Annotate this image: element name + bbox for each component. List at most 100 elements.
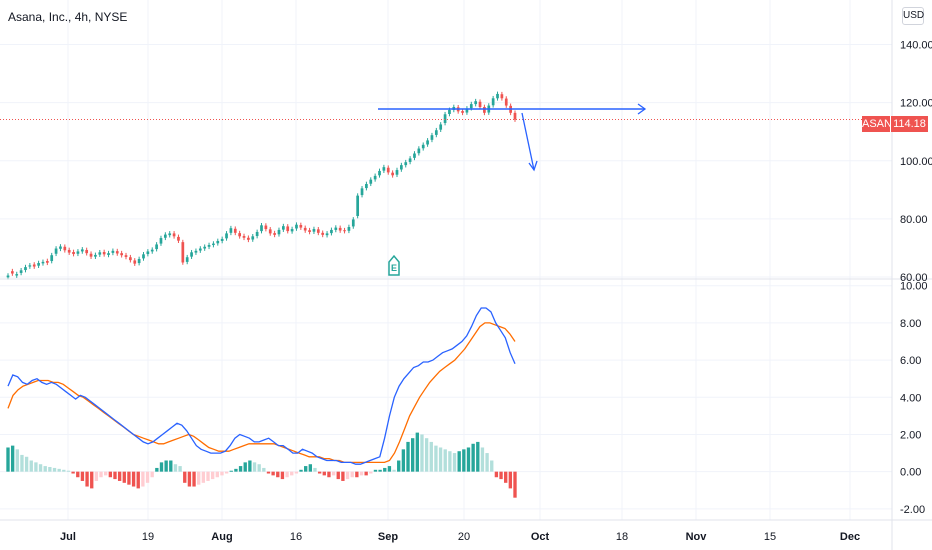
candle-body[interactable]: [247, 237, 250, 240]
candle-body[interactable]: [137, 258, 141, 264]
candle-body[interactable]: [260, 225, 263, 232]
candle-body[interactable]: [426, 140, 429, 145]
candle-body[interactable]: [41, 261, 45, 264]
histogram-bar[interactable]: [131, 471, 136, 487]
histogram-bar[interactable]: [364, 471, 368, 476]
candle-body[interactable]: [98, 252, 102, 255]
histogram-bar[interactable]: [10, 445, 15, 472]
projection-line[interactable]: [521, 112, 535, 171]
histogram-bar[interactable]: [248, 460, 252, 472]
candle-body[interactable]: [172, 233, 176, 237]
candle-body[interactable]: [54, 248, 58, 254]
histogram-bar[interactable]: [285, 471, 289, 478]
histogram-bar[interactable]: [99, 471, 103, 478]
candle-body[interactable]: [330, 229, 333, 234]
histogram-bar[interactable]: [294, 471, 299, 474]
candle-body[interactable]: [277, 229, 281, 235]
histogram-bar[interactable]: [234, 468, 238, 472]
candle-body[interactable]: [59, 246, 62, 249]
candle-body[interactable]: [469, 104, 473, 109]
histogram-bar[interactable]: [434, 445, 438, 472]
candle-body[interactable]: [216, 240, 220, 244]
histogram-bar[interactable]: [508, 471, 513, 489]
histogram-bar[interactable]: [276, 471, 280, 478]
histogram-bar[interactable]: [490, 460, 494, 472]
histogram-bar[interactable]: [341, 471, 345, 481]
histogram-bar[interactable]: [243, 462, 247, 472]
candle-body[interactable]: [386, 167, 390, 173]
histogram-bar[interactable]: [406, 441, 410, 472]
histogram-bar[interactable]: [136, 471, 140, 489]
candle-body[interactable]: [242, 236, 246, 238]
candle-body[interactable]: [32, 264, 36, 267]
candle-body[interactable]: [373, 175, 377, 180]
histogram-bar[interactable]: [38, 464, 43, 472]
candle-body[interactable]: [190, 252, 193, 257]
histogram-bar[interactable]: [20, 454, 24, 472]
candle-body[interactable]: [146, 251, 150, 255]
histogram-bar[interactable]: [257, 464, 261, 472]
histogram-bar[interactable]: [336, 471, 340, 480]
candle-body[interactable]: [76, 251, 80, 254]
histogram-bar[interactable]: [141, 471, 145, 487]
histogram-bar[interactable]: [504, 471, 508, 483]
histogram-bar[interactable]: [52, 467, 57, 472]
candle-body[interactable]: [421, 144, 425, 149]
histogram-bar[interactable]: [383, 467, 387, 472]
candle-body[interactable]: [295, 224, 298, 229]
histogram-bar[interactable]: [401, 449, 406, 472]
histogram-bar[interactable]: [462, 449, 466, 472]
candle-body[interactable]: [351, 219, 355, 227]
candle-body[interactable]: [321, 232, 325, 235]
histogram-bar[interactable]: [410, 438, 415, 472]
candle-body[interactable]: [94, 254, 97, 257]
candle-body[interactable]: [316, 229, 320, 233]
signal-line[interactable]: [7, 322, 516, 464]
candle-body[interactable]: [120, 253, 123, 256]
candle-body[interactable]: [15, 274, 19, 276]
histogram-bar[interactable]: [271, 471, 275, 476]
candle-body[interactable]: [203, 246, 207, 249]
candle-body[interactable]: [338, 227, 342, 231]
histogram-bar[interactable]: [127, 471, 131, 485]
histogram-bar[interactable]: [327, 471, 331, 478]
candle-body[interactable]: [430, 135, 434, 140]
histogram-bar[interactable]: [317, 471, 322, 474]
histogram-bar[interactable]: [476, 441, 480, 472]
histogram-bar[interactable]: [424, 438, 429, 472]
histogram-bar[interactable]: [252, 462, 257, 472]
candle-body[interactable]: [365, 184, 368, 189]
candle-body[interactable]: [325, 233, 329, 236]
histogram-bar[interactable]: [429, 441, 433, 472]
candle-body[interactable]: [347, 227, 351, 231]
histogram-bar[interactable]: [29, 460, 33, 472]
candle-body[interactable]: [28, 265, 32, 267]
candle-body[interactable]: [89, 253, 93, 257]
histogram-bar[interactable]: [229, 470, 233, 472]
candle-body[interactable]: [273, 233, 276, 235]
candle-body[interactable]: [163, 234, 167, 238]
price-pane[interactable]: E: [0, 91, 892, 280]
candle-body[interactable]: [504, 98, 508, 106]
candle-body[interactable]: [233, 228, 237, 233]
candle-body[interactable]: [400, 165, 403, 170]
histogram-bar[interactable]: [220, 471, 224, 476]
candle-body[interactable]: [185, 257, 189, 262]
earnings-marker-icon[interactable]: [388, 254, 400, 276]
candle-body[interactable]: [225, 233, 228, 239]
candle-body[interactable]: [198, 248, 202, 251]
candle-body[interactable]: [391, 172, 394, 176]
candle-body[interactable]: [37, 263, 40, 266]
candle-body[interactable]: [303, 227, 307, 231]
histogram-bar[interactable]: [448, 451, 452, 472]
candle-body[interactable]: [229, 228, 233, 233]
histogram-bar[interactable]: [15, 449, 19, 472]
histogram-bar[interactable]: [80, 471, 85, 481]
candle-body[interactable]: [6, 275, 10, 278]
histogram-bar[interactable]: [104, 471, 108, 476]
histogram-bar[interactable]: [485, 453, 489, 472]
histogram-bar[interactable]: [108, 471, 113, 478]
histogram-bar[interactable]: [145, 471, 150, 483]
drawings[interactable]: [378, 103, 647, 172]
candle-body[interactable]: [102, 252, 106, 255]
